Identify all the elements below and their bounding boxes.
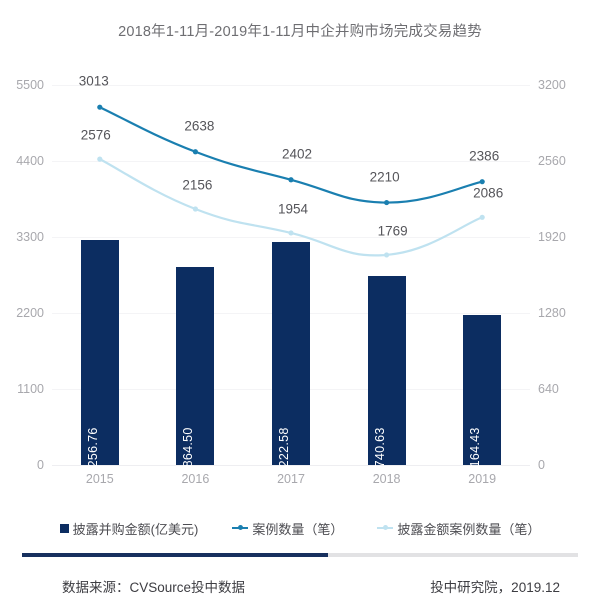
data-point[interactable] [479, 214, 485, 220]
y-axis-left: 0 1100 2200 3300 4400 5500 [0, 79, 44, 471]
gridline [52, 85, 530, 86]
footer-org: 投中研究院，2019.12 [430, 580, 560, 595]
line-marker-icon [377, 523, 394, 533]
gridline [52, 465, 530, 466]
y-axis-right: 0 640 1280 1920 2560 3200 [538, 79, 594, 471]
gridline [52, 237, 530, 238]
square-swatch-icon [59, 523, 69, 533]
footer-divider-fill [22, 553, 328, 557]
x-axis-tick-2015: 2015 [85, 472, 114, 486]
axis-tick-label: 4400 [16, 153, 44, 168]
x-axis: 2015 2016 2017 2018 2019 [52, 472, 530, 494]
legend-item-1[interactable]: 案例数量（笔） [232, 519, 343, 538]
legend-label: 案例数量（笔） [252, 521, 344, 537]
axis-tick-label: 3200 [538, 77, 566, 92]
legend-label: 披露并购金额(亿美元) [72, 521, 199, 537]
line-series-layer [97, 104, 485, 258]
bar-2015[interactable]: 3256.76 [80, 239, 119, 475]
data-point[interactable] [288, 230, 294, 236]
data-point[interactable] [384, 252, 390, 258]
footer-source: 数据来源：CVSource投中数据 [62, 580, 246, 595]
axis-tick-label: 1920 [538, 229, 566, 244]
bar-2019[interactable]: 2164.43 [463, 315, 502, 475]
legend-label: 披露金额案例数量（笔） [397, 521, 541, 537]
bar-2016[interactable]: 2864.50 [176, 267, 215, 475]
page-title: 2018年1-11月-2019年1-11月中企并购市场完成交易趋势 [118, 24, 482, 40]
footer: 数据来源：CVSource投中数据 投中研究院，2019.12 [22, 570, 578, 604]
line-series [98, 106, 484, 204]
footer-divider [22, 553, 578, 557]
data-point[interactable] [97, 104, 103, 110]
legend-item-2[interactable]: 披露金额案例数量（笔） [377, 519, 540, 538]
axis-tick-label: 2560 [538, 153, 566, 168]
data-point[interactable] [479, 179, 485, 185]
x-axis-tick-2016: 2016 [181, 472, 210, 486]
data-point[interactable] [97, 156, 103, 162]
axis-tick-label: 640 [538, 381, 559, 396]
bar-2017[interactable]: 3222.58 [272, 242, 310, 475]
axis-tick-label: 2200 [16, 305, 44, 320]
bar-2018[interactable]: 2740.63 [367, 275, 406, 475]
axis-tick-label: 0 [538, 457, 545, 472]
line-series [98, 158, 484, 257]
x-axis-tick-2018: 2018 [372, 472, 401, 486]
x-axis-tick-2019: 2019 [468, 472, 497, 486]
data-point[interactable] [192, 149, 198, 155]
gridline [52, 161, 530, 162]
data-point[interactable] [192, 206, 198, 212]
axis-tick-label: 1280 [538, 305, 566, 320]
legend-item-0[interactable]: 披露并购金额(亿美元) [59, 519, 199, 538]
data-point[interactable] [288, 177, 294, 183]
line-marker-icon [232, 523, 249, 533]
axis-tick-label: 5500 [16, 77, 44, 92]
data-point[interactable] [384, 199, 390, 206]
axis-tick-label: 0 [37, 457, 44, 472]
x-axis-tick-2017: 2017 [277, 472, 305, 486]
chart-legend: 披露并购金额(亿美元) 案例数量（笔） 披露金额案例数量（笔） [0, 515, 600, 541]
axis-tick-label: 1100 [17, 381, 44, 396]
plot-area: 3256.76 2864.50 3222.58 2740.63 2164.43 [52, 85, 530, 475]
axis-tick-label: 3300 [16, 229, 44, 244]
